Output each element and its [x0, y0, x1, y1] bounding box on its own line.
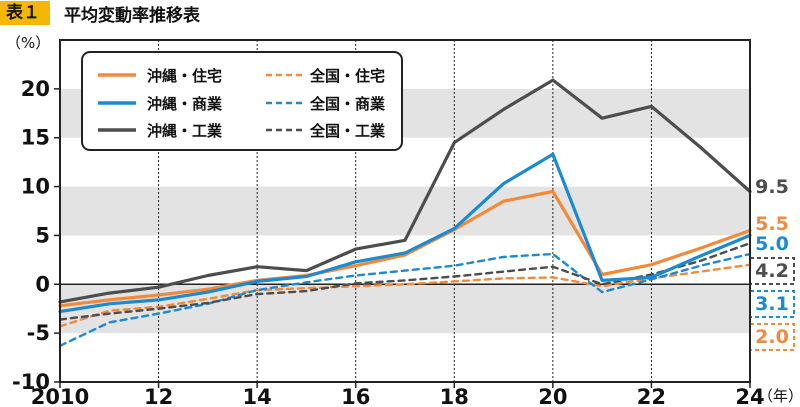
- x-tick-label: 18: [440, 385, 469, 407]
- series-line-1: [58, 189, 752, 308]
- x-tick-label: 12: [144, 385, 173, 407]
- shaded-band: [60, 186, 750, 236]
- x-tick-label: 24: [735, 385, 764, 407]
- end-value-label: 3.1: [755, 293, 789, 315]
- series-line-5: [58, 78, 752, 304]
- x-tick-label: 22: [637, 385, 666, 407]
- x-tick-label: 16: [341, 385, 370, 407]
- legend-label: 沖縄・住宅: [147, 67, 222, 85]
- x-unit-label: （年）: [758, 387, 800, 405]
- end-value-label: 5.0: [755, 233, 789, 255]
- y-axis: 20 15 10 5 0 -5 -10: [12, 77, 60, 394]
- end-value-label: 5.5: [755, 213, 789, 235]
- y-tick-label: 5: [35, 223, 50, 247]
- y-tick-label: 15: [21, 126, 50, 150]
- y-tick-label: 10: [21, 175, 50, 199]
- x-tick-label: 2010: [31, 385, 89, 407]
- legend-box: [81, 51, 403, 151]
- end-value-label: 2.0: [755, 326, 789, 348]
- x-axis: 2010 12 14 16 18 20 22 24: [31, 382, 765, 407]
- series-line-4: [58, 252, 752, 347]
- legend-label: 沖縄・工業: [147, 122, 223, 140]
- series-line-3: [58, 152, 752, 314]
- legend-label: 全国・住宅: [309, 67, 385, 85]
- x-tick-label: 14: [243, 385, 272, 407]
- end-value-label: 4.2: [755, 260, 789, 282]
- y-tick-label: 0: [35, 272, 50, 296]
- legend-label: 全国・商業: [309, 95, 386, 113]
- chart-header: 表１ 平均変動率推移表: [0, 0, 200, 26]
- end-value-labels: 5.5 2.0 5.0 3.1 9.5 4.2: [749, 176, 795, 351]
- y-unit-label: （%）: [6, 34, 50, 52]
- end-value-label: 9.5: [755, 176, 789, 198]
- y-tick-label: -5: [27, 321, 50, 345]
- y-tick-label: 20: [21, 77, 50, 101]
- x-tick-label: 20: [538, 385, 567, 407]
- y-tick-label: -10: [12, 370, 50, 394]
- plot-frame: [59, 39, 751, 383]
- legend-label: 沖縄・商業: [147, 95, 223, 113]
- table-number-badge: 表１: [0, 1, 50, 25]
- chart-title: 平均変動率推移表: [64, 5, 200, 26]
- legend-label: 全国・工業: [309, 122, 386, 140]
- series-lines: [58, 78, 752, 347]
- end-label-box: [749, 290, 795, 318]
- end-label-box: [749, 323, 795, 351]
